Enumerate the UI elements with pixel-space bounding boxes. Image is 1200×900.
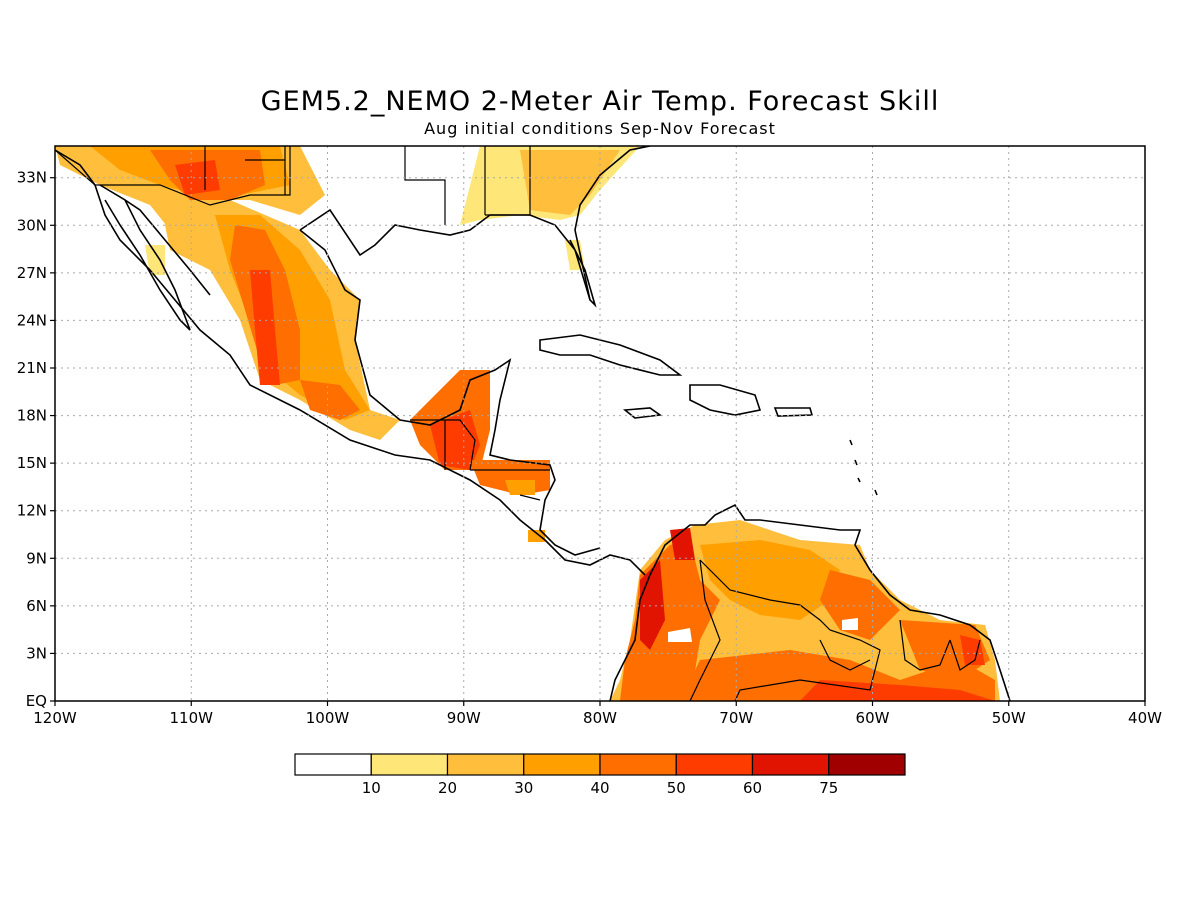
map-subtitle: Aug initial conditions Sep-Nov Forecast	[424, 119, 776, 138]
y-tick-label: 12N	[17, 502, 47, 520]
colorbar-label: 30	[514, 779, 533, 797]
map-title: GEM5.2_NEMO 2-Meter Air Temp. Forecast S…	[260, 86, 940, 117]
y-tick-label: EQ	[26, 692, 47, 710]
x-tick-label: 80W	[583, 709, 617, 727]
y-tick-label: 30N	[17, 216, 47, 234]
skill-region-arizona-peak	[175, 160, 220, 195]
skill-region-venezuela-east	[820, 570, 900, 640]
x-tick-label: 50W	[992, 709, 1026, 727]
y-tick-label: 21N	[17, 359, 47, 377]
colorbar-label: 60	[743, 779, 762, 797]
skill-region-guiana-peak	[960, 635, 985, 665]
x-tick-label: 120W	[33, 709, 77, 727]
y-tick-label: 9N	[26, 549, 47, 567]
colorbar-label: 20	[438, 779, 457, 797]
y-tick-label: 33N	[17, 169, 47, 187]
skill-region-brazil-north	[800, 680, 995, 701]
skill-region-white-spot-2	[842, 618, 858, 630]
colorbar-swatch	[675, 753, 754, 776]
skill-region-nicaragua	[505, 480, 535, 495]
colorbar-label: 10	[362, 779, 381, 797]
x-tick-label: 110W	[170, 709, 214, 727]
x-tick-label: 70W	[719, 709, 753, 727]
y-tick-label: 27N	[17, 264, 47, 282]
colorbar-swatch	[599, 753, 677, 776]
skill-region-mexico-peak	[250, 270, 280, 385]
x-axis: 120W 110W 100W 90W 80W 70W 60W 50W 40W	[33, 701, 1162, 727]
skill-shading	[55, 146, 1000, 701]
colorbar-label: 50	[667, 779, 686, 797]
x-tick-label: 100W	[306, 709, 350, 727]
colorbar-swatch	[751, 753, 830, 776]
y-tick-label: 15N	[17, 454, 47, 472]
colorbar-swatch	[294, 753, 372, 776]
skill-region-venezuela	[700, 540, 840, 620]
colorbar-label: 40	[590, 779, 609, 797]
skill-region-guatemala	[430, 410, 480, 470]
x-tick-label: 60W	[856, 709, 890, 727]
skill-region-bajasub	[145, 245, 165, 275]
coastlines	[55, 146, 1011, 701]
colorbar-label: 75	[819, 779, 838, 797]
colorbar-swatch	[828, 753, 906, 776]
y-tick-label: 18N	[17, 407, 47, 425]
skill-region-florida	[565, 240, 585, 270]
y-tick-label: 3N	[26, 644, 47, 662]
y-tick-label: 24N	[17, 311, 47, 329]
y-tick-label: 6N	[26, 597, 47, 615]
x-tick-label: 90W	[447, 709, 481, 727]
colorbar-swatch	[523, 753, 601, 776]
skill-region-white-spot	[668, 628, 692, 642]
colorbar-swatch	[446, 753, 525, 776]
skill-region-se-us-core	[520, 150, 620, 215]
colorbar: 10 20 30 40 50 60 75	[294, 753, 906, 797]
colorbar-swatch	[370, 753, 449, 776]
x-tick-label: 40W	[1128, 709, 1162, 727]
political-borders	[55, 146, 981, 701]
skill-region-costarica	[528, 530, 545, 542]
skill-region-mexico-south	[300, 380, 360, 420]
y-axis: EQ 3N 6N 9N 12N 15N 18N 21N 24N 27N 30N 33N	[17, 169, 55, 710]
gridlines	[55, 146, 1145, 701]
